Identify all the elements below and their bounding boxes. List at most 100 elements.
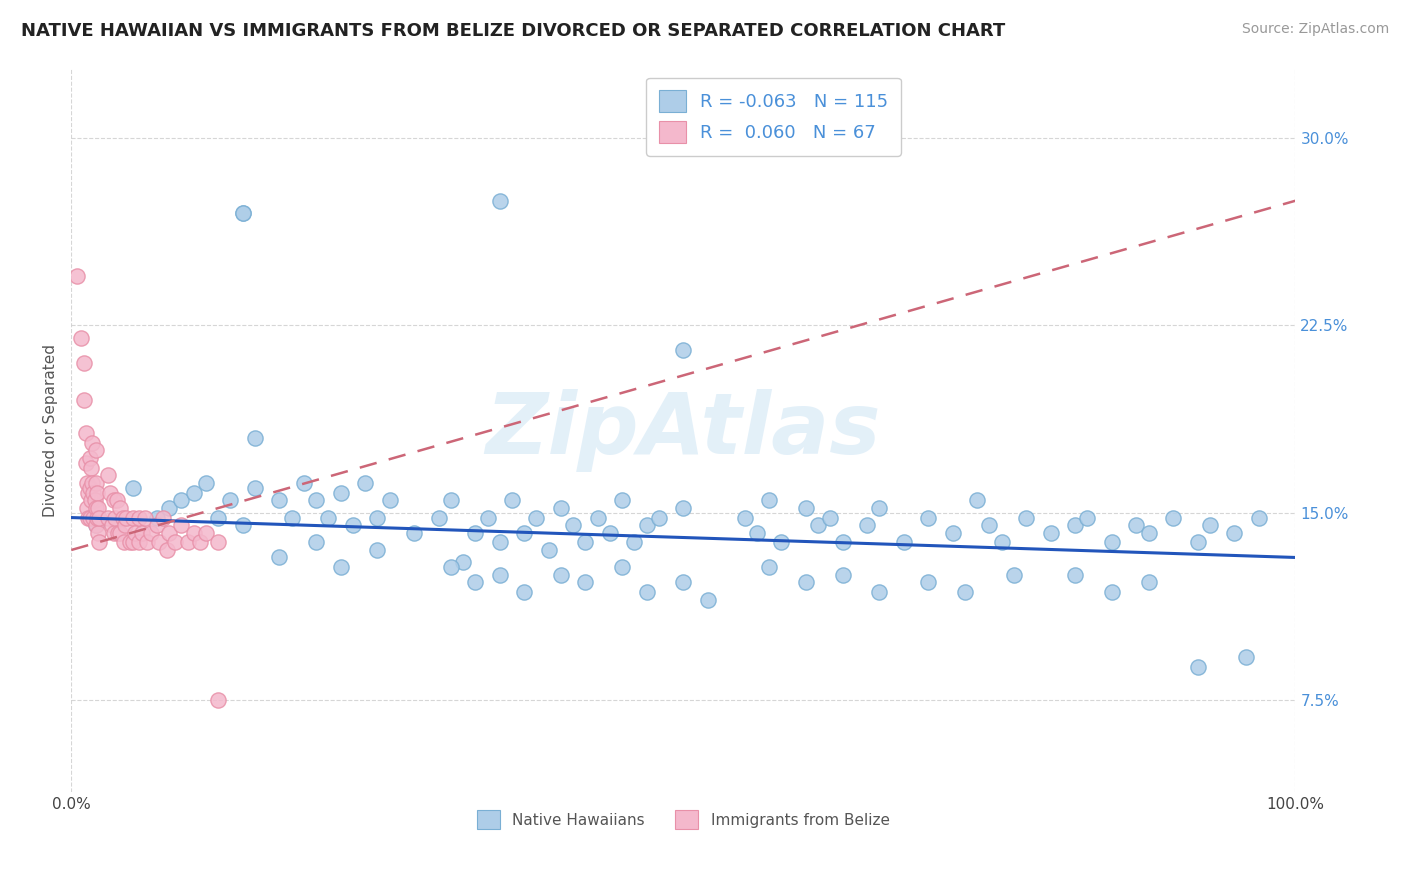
- Point: [342, 518, 364, 533]
- Point: [84, 518, 107, 533]
- Point: [550, 500, 572, 515]
- Point: [243, 431, 266, 445]
- Point: [156, 543, 179, 558]
- Point: [672, 575, 695, 590]
- Point: [451, 556, 474, 570]
- Point: [128, 535, 150, 549]
- Point: [84, 475, 107, 490]
- Point: [97, 468, 120, 483]
- Point: [464, 525, 486, 540]
- Point: [82, 435, 104, 450]
- Point: [1002, 568, 1025, 582]
- Point: [770, 535, 793, 549]
- Point: [856, 518, 879, 533]
- Point: [758, 493, 780, 508]
- Point: [87, 500, 110, 515]
- Point: [734, 510, 756, 524]
- Point: [831, 535, 853, 549]
- Point: [114, 518, 136, 533]
- Point: [134, 510, 156, 524]
- Point: [121, 481, 143, 495]
- Point: [107, 525, 129, 540]
- Point: [966, 493, 988, 508]
- Point: [84, 500, 107, 515]
- Point: [672, 500, 695, 515]
- Point: [77, 485, 100, 500]
- Point: [77, 510, 100, 524]
- Point: [648, 510, 671, 524]
- Point: [501, 493, 523, 508]
- Point: [513, 525, 536, 540]
- Point: [232, 518, 254, 533]
- Point: [526, 510, 548, 524]
- Point: [170, 518, 193, 533]
- Point: [464, 575, 486, 590]
- Point: [636, 518, 658, 533]
- Point: [636, 585, 658, 599]
- Point: [672, 343, 695, 358]
- Point: [103, 493, 125, 508]
- Point: [807, 518, 830, 533]
- Point: [110, 525, 132, 540]
- Point: [121, 535, 143, 549]
- Y-axis label: Divorced or Separated: Divorced or Separated: [44, 343, 58, 516]
- Point: [79, 510, 101, 524]
- Point: [232, 206, 254, 220]
- Point: [1101, 535, 1123, 549]
- Point: [148, 535, 170, 549]
- Point: [87, 525, 110, 540]
- Point: [513, 585, 536, 599]
- Point: [121, 510, 143, 524]
- Point: [1187, 660, 1209, 674]
- Point: [124, 525, 146, 540]
- Point: [280, 510, 302, 524]
- Point: [1223, 525, 1246, 540]
- Point: [990, 535, 1012, 549]
- Point: [232, 206, 254, 220]
- Point: [831, 568, 853, 582]
- Point: [917, 575, 939, 590]
- Point: [103, 525, 125, 540]
- Point: [112, 535, 135, 549]
- Point: [183, 525, 205, 540]
- Point: [82, 510, 104, 524]
- Point: [165, 535, 187, 549]
- Point: [72, 356, 94, 370]
- Point: [115, 510, 138, 524]
- Point: [84, 443, 107, 458]
- Point: [207, 692, 229, 706]
- Point: [219, 493, 242, 508]
- Point: [66, 268, 89, 283]
- Point: [136, 535, 159, 549]
- Point: [104, 510, 127, 524]
- Point: [82, 485, 104, 500]
- Point: [170, 493, 193, 508]
- Point: [79, 450, 101, 465]
- Point: [1125, 518, 1147, 533]
- Point: [477, 510, 499, 524]
- Point: [488, 535, 510, 549]
- Point: [80, 460, 103, 475]
- Point: [152, 510, 174, 524]
- Point: [194, 475, 217, 490]
- Point: [329, 485, 352, 500]
- Point: [80, 493, 103, 508]
- Point: [696, 593, 718, 607]
- Point: [599, 525, 621, 540]
- Point: [1198, 518, 1220, 533]
- Point: [1064, 568, 1087, 582]
- Point: [70, 331, 93, 345]
- Point: [1015, 510, 1038, 524]
- Text: Source: ZipAtlas.com: Source: ZipAtlas.com: [1241, 22, 1389, 37]
- Point: [292, 475, 315, 490]
- Point: [537, 543, 560, 558]
- Point: [188, 535, 211, 549]
- Point: [917, 510, 939, 524]
- Point: [110, 500, 132, 515]
- Point: [440, 493, 463, 508]
- Point: [146, 518, 169, 533]
- Point: [562, 518, 585, 533]
- Point: [1039, 525, 1062, 540]
- Point: [76, 500, 98, 515]
- Point: [366, 510, 388, 524]
